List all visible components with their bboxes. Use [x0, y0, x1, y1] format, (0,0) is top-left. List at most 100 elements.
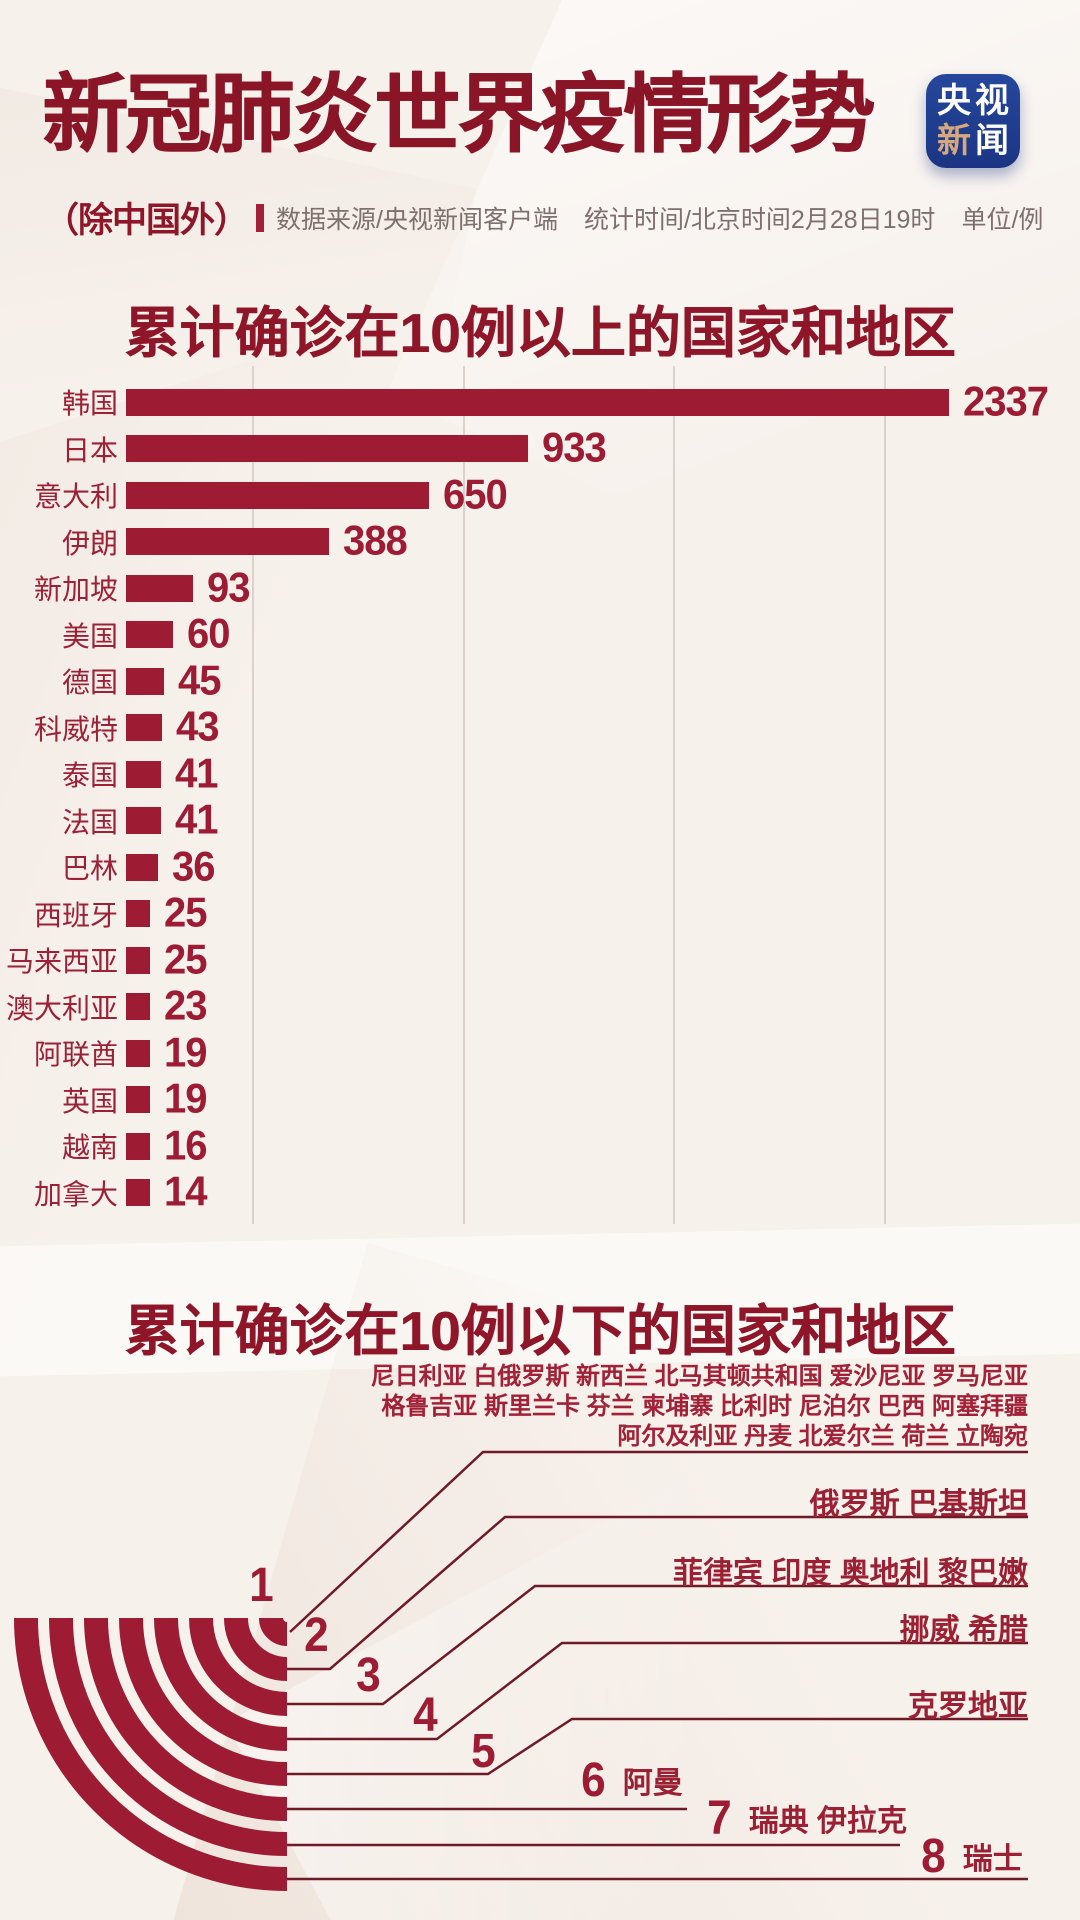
bar: [126, 481, 429, 509]
bar: [126, 1086, 150, 1114]
bar: [126, 574, 193, 602]
fan-group-8: 8 瑞士: [920, 1833, 1023, 1881]
bar-chart: 韩国 2337 日本 933 意大利 650 伊朗 388 新加坡 93 美国: [0, 379, 1080, 1216]
bar-row-label: 西班牙: [33, 899, 118, 931]
bar-row: 新加坡 93: [0, 565, 1080, 612]
bar-row: 阿联酋 19: [0, 1030, 1080, 1077]
stat-time-text: 统计时间/北京时间2月28日19时: [583, 205, 936, 234]
bar-row: 泰国 41: [0, 751, 1080, 798]
bar-value: 2337: [963, 378, 1049, 425]
fan-ring-2: [224, 1617, 288, 1681]
bar-row-label: 意大利: [33, 481, 118, 513]
fan-group-5-number: 5: [471, 1725, 496, 1778]
bar-value: 14: [164, 1169, 207, 1216]
bar-value: 36: [172, 843, 215, 890]
bar-row-label: 日本: [61, 434, 118, 466]
fan-group-1-line-3: 阿尔及利亚 丹麦 北爱尔兰 荷兰 立陶宛: [617, 1423, 1028, 1450]
logo-char: 视: [975, 82, 1009, 120]
bar-row: 韩国 2337: [0, 379, 1080, 426]
fan-group-4-label: 挪威 希腊: [899, 1614, 1028, 1647]
fan-group-7: 7 瑞典 伊拉克: [706, 1795, 907, 1843]
bar-value: 41: [175, 750, 218, 797]
bar-row-label: 伊朗: [61, 527, 118, 559]
fan-group-7-number: 7: [707, 1792, 732, 1845]
bar-value: 43: [176, 704, 219, 751]
fan-group-8-label: 瑞士: [962, 1843, 1023, 1876]
bar: [126, 760, 161, 788]
logo-char: 央: [937, 82, 971, 120]
page-title: 新冠肺炎世界疫情形势: [42, 67, 875, 163]
fan-ring-6: [84, 1617, 288, 1821]
scope-note: （除中国外）: [44, 201, 249, 240]
fan-ring-1: [259, 1616, 289, 1646]
chart-gridline: [673, 366, 675, 1224]
bar: [126, 900, 150, 928]
leader-line-3: [287, 1584, 1028, 1706]
bar-row: 德国 45: [0, 658, 1080, 705]
bar-value: 25: [164, 890, 207, 937]
fan-group-1-number: 1: [249, 1559, 274, 1612]
bar-row: 英国 19: [0, 1076, 1080, 1124]
chart-gridline: [463, 366, 465, 1224]
bar: [126, 946, 150, 974]
fan-ring-4: [154, 1617, 288, 1751]
bar-value: 388: [343, 518, 408, 565]
bar-row-label: 越南: [61, 1132, 118, 1164]
subtitle-row: （除中国外） 数据来源/央视新闻客户端 统计时间/北京时间2月28日19时 单位…: [44, 192, 1054, 243]
bar-value: 16: [164, 1122, 207, 1169]
fan-group-1-line-1: 尼日利亚 白俄罗斯 新西兰 北马其顿共和国 爱沙尼亚 罗马尼亚: [370, 1363, 1028, 1390]
bar-row-label: 阿联酋: [33, 1039, 118, 1071]
logo-row-bottom: 新 闻: [937, 122, 1009, 160]
bar-value: 23: [164, 983, 207, 1030]
bar: [126, 435, 528, 463]
bar: [126, 1179, 150, 1207]
fan-group-3-number: 3: [356, 1649, 381, 1702]
fan-group-6: 6 阿曼: [580, 1757, 683, 1805]
fan-group-6-label: 阿曼: [622, 1767, 683, 1800]
cctv-news-logo: 央 视 新 闻: [926, 74, 1020, 168]
bar-row-label: 德国: [61, 667, 118, 699]
bar: [126, 667, 164, 695]
data-source-text: 数据来源/央视新闻客户端: [276, 205, 558, 234]
bar-row-label: 韩国: [61, 388, 118, 420]
fan-group-7-label: 瑞典 伊拉克: [748, 1805, 908, 1838]
bar-row: 越南 16: [0, 1123, 1080, 1170]
bar-row: 日本 933: [0, 425, 1080, 473]
fan-group-6-number: 6: [581, 1754, 606, 1807]
fan-group-4-number: 4: [413, 1689, 438, 1742]
bar-row-label: 巴林: [61, 853, 118, 885]
leader-line-5: [287, 1717, 1028, 1776]
bar-value: 93: [207, 564, 250, 611]
bar-row: 西班牙 25: [0, 890, 1080, 938]
section-under10-title: 累计确诊在10例以下的国家和地区: [124, 1300, 956, 1362]
chart-gridline: [252, 366, 254, 1224]
bar-value: 60: [187, 611, 230, 658]
bar-value: 41: [175, 797, 218, 844]
section-over10-title: 累计确诊在10例以上的国家和地区: [124, 302, 956, 364]
leader-line-2: [287, 1515, 1028, 1671]
bar-row: 科威特 43: [0, 704, 1080, 752]
bar-row: 澳大利亚 23: [0, 983, 1080, 1031]
fan-group-2-label: 俄罗斯 巴基斯坦: [809, 1488, 1028, 1521]
fan-rings: [14, 1616, 289, 1891]
bar-value: 19: [164, 1076, 207, 1123]
bar-value: 933: [542, 425, 607, 472]
bar-row-label: 美国: [61, 620, 118, 652]
fan-ring-5: [119, 1617, 288, 1786]
bar-value: 19: [164, 1029, 207, 1076]
source-tick-icon: [256, 203, 265, 232]
bar-row-label: 法国: [61, 806, 118, 838]
fan-ring-3: [189, 1617, 288, 1716]
bar-row: 伊朗 388: [0, 518, 1080, 566]
logo-row-top: 央 视: [937, 82, 1009, 120]
bar: [126, 528, 329, 556]
fan-group-2-number: 2: [304, 1609, 329, 1662]
fan-group-1-countries: 尼日利亚 白俄罗斯 新西兰 北马其顿共和国 爱沙尼亚 罗马尼亚 格鲁吉亚 斯里兰…: [371, 1362, 1028, 1452]
bar: [126, 388, 949, 416]
fan-group-1-line-2: 格鲁吉亚 斯里兰卡 芬兰 柬埔寨 比利时 尼泊尔 巴西 阿塞拜疆: [381, 1393, 1028, 1420]
logo-char: 新: [937, 122, 971, 160]
bar-row: 意大利 650: [0, 472, 1080, 519]
logo-char: 闻: [975, 122, 1009, 160]
